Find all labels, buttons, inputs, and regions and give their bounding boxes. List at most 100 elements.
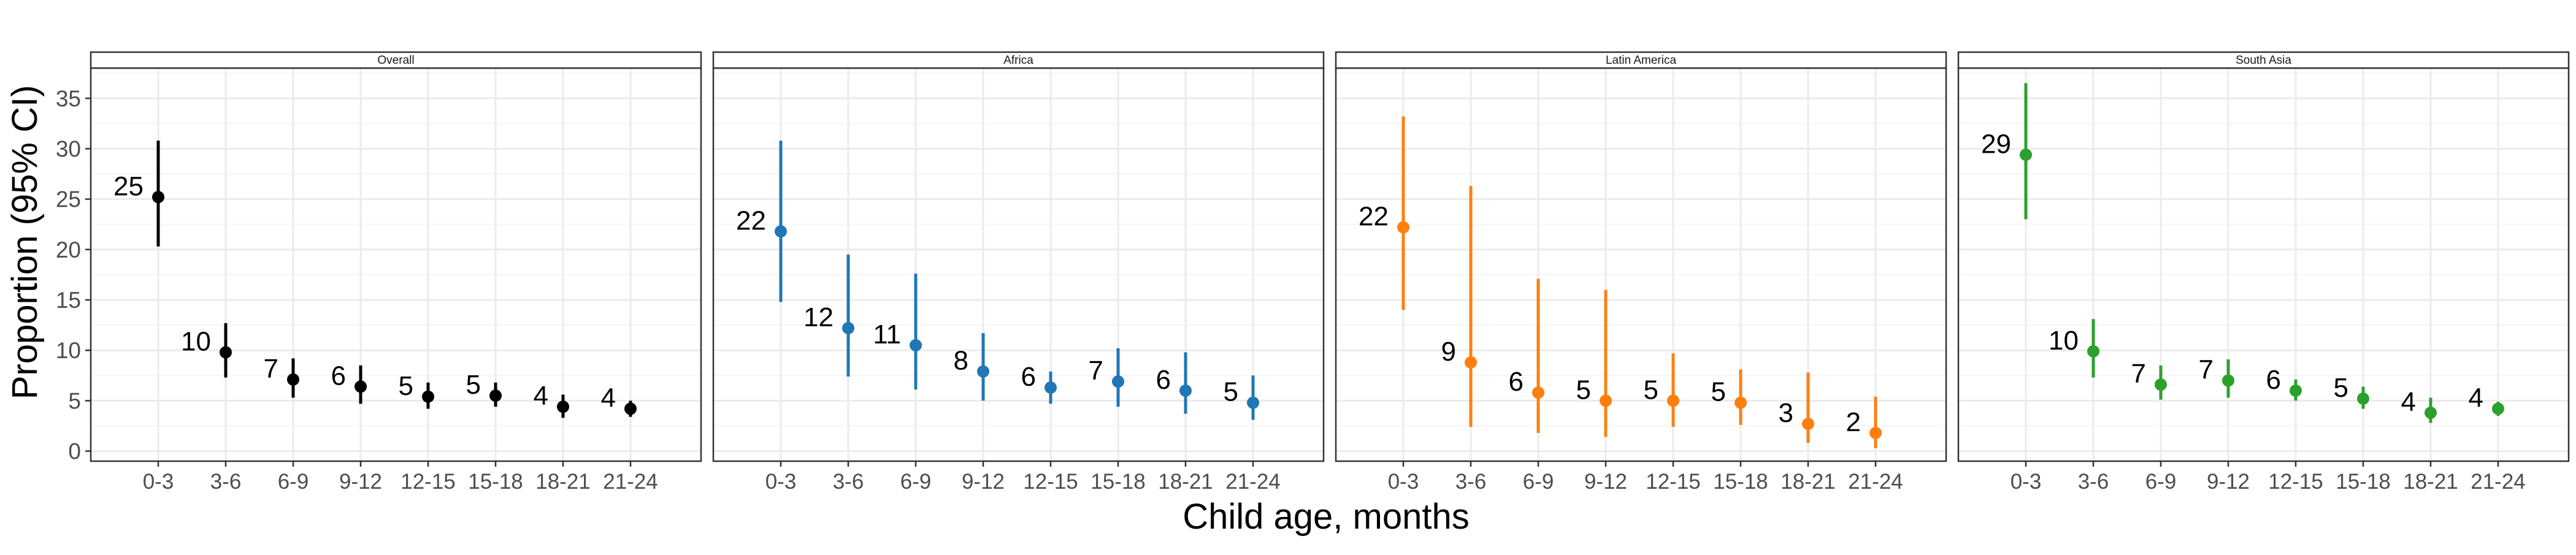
data-label: 5 [1224, 377, 1238, 407]
data-point [910, 339, 922, 351]
x-tick-label: 15-18 [1091, 470, 1146, 494]
data-point [2020, 148, 2032, 161]
data-label: 3 [1779, 398, 1793, 428]
data-label: 6 [1509, 367, 1524, 397]
x-tick-label: 0-3 [143, 470, 174, 494]
data-point [1397, 221, 1409, 234]
data-point [2492, 402, 2504, 415]
data-point [1532, 386, 1544, 399]
x-tick-label: 12-15 [1023, 470, 1078, 494]
x-tick-label: 21-24 [2471, 470, 2526, 494]
data-point [1869, 426, 1882, 439]
x-tick-label: 3-6 [1455, 470, 1487, 494]
data-label: 6 [331, 361, 346, 391]
data-label: 2 [1846, 407, 1861, 437]
x-tick-label: 9-12 [962, 470, 1005, 494]
panel-strip [1335, 51, 1947, 69]
data-label: 29 [1981, 129, 2011, 159]
x-tick-label: 3-6 [2078, 470, 2109, 494]
data-point [2357, 392, 2369, 405]
data-label: 4 [601, 383, 616, 413]
data-label: 5 [1644, 375, 1658, 405]
data-label: 5 [1711, 377, 1726, 407]
y-tick-label: 15 [56, 288, 81, 313]
x-tick-label: 12-15 [401, 470, 456, 494]
x-tick-label: 3-6 [833, 470, 864, 494]
x-tick-label: 18-21 [1158, 470, 1213, 494]
y-tick-label: 30 [56, 136, 81, 161]
data-point [1735, 396, 1747, 409]
x-tick-label: 18-21 [535, 470, 591, 494]
data-point [489, 389, 502, 402]
x-tick-label: 12-15 [1646, 470, 1701, 494]
y-tick-label: 25 [56, 187, 81, 212]
panel-strip [712, 51, 1325, 69]
data-point [2155, 378, 2167, 391]
x-tick-label: 9-12 [2207, 470, 2250, 494]
data-point [775, 225, 787, 238]
x-tick-label: 9-12 [1584, 470, 1627, 494]
panel-3: South Asia 0-3 3-6 6-9 9-12 12-15 15-18 18-21 21… [1957, 51, 2570, 494]
data-label: 6 [1156, 365, 1171, 395]
panel-1: Africa 0-3 3-6 6-9 9-12 12-15 15-18 18-21 21-24 2… [712, 51, 1325, 494]
data-label: 12 [803, 302, 834, 332]
y-tick-label: 10 [56, 338, 81, 363]
data-label: 4 [534, 381, 548, 411]
data-label: 8 [954, 346, 968, 376]
data-label: 22 [1359, 202, 1389, 232]
data-point [557, 400, 569, 413]
data-point [2222, 374, 2234, 387]
data-label: 6 [1021, 362, 1036, 392]
x-tick-label: 9-12 [339, 470, 382, 494]
data-point [1667, 394, 1679, 407]
x-tick-label: 12-15 [2268, 470, 2323, 494]
x-tick-label: 0-3 [765, 470, 797, 494]
data-point [1247, 396, 1259, 409]
data-label: 10 [2049, 326, 2079, 356]
panel-2: Latin America 0-3 3-6 6-9 9-12 12-15 15-18 18-2… [1335, 51, 1947, 494]
panel-strip [1957, 51, 2570, 69]
panel-background [713, 68, 1324, 461]
x-tick-label: 6-9 [2145, 470, 2177, 494]
data-point [1600, 394, 1612, 407]
y-tick-label: 35 [56, 86, 81, 111]
data-point [422, 390, 434, 403]
panel-title: Latin America [1606, 54, 1677, 67]
y-tick-label: 0 [68, 439, 81, 464]
panel-title: Africa [1003, 54, 1033, 67]
data-label: 7 [2131, 359, 2146, 389]
y-axis-title: Proportion (95% CI) [5, 85, 45, 400]
data-point [1045, 381, 1057, 394]
x-tick-label: 0-3 [2011, 470, 2042, 494]
data-point [624, 402, 637, 415]
data-label: 7 [2199, 355, 2214, 385]
data-label: 4 [2401, 387, 2416, 417]
data-label: 7 [264, 354, 278, 384]
x-tick-label: 15-18 [468, 470, 523, 494]
x-tick-label: 0-3 [1388, 470, 1419, 494]
x-tick-label: 3-6 [210, 470, 242, 494]
x-tick-label: 18-21 [2403, 470, 2458, 494]
x-tick-label: 21-24 [603, 470, 658, 494]
panel-background [1958, 68, 2569, 461]
data-point [220, 346, 232, 359]
x-tick-label: 18-21 [1781, 470, 1836, 494]
data-label: 5 [399, 371, 413, 401]
x-axis-title: Child age, months [1183, 497, 1469, 537]
panel-title: South Asia [2236, 54, 2291, 67]
data-point [842, 322, 854, 335]
data-point [355, 380, 367, 393]
data-point [1112, 375, 1124, 388]
x-tick-label: 21-24 [1225, 470, 1281, 494]
data-point [1802, 418, 1814, 431]
x-tick-label: 21-24 [1848, 470, 1903, 494]
data-point [2087, 345, 2099, 358]
y-tick-label: 20 [56, 237, 81, 262]
data-point [1179, 384, 1192, 397]
data-label: 5 [1576, 375, 1591, 405]
data-point [977, 365, 989, 378]
data-label: 22 [736, 205, 766, 235]
x-tick-label: 6-9 [900, 470, 932, 494]
